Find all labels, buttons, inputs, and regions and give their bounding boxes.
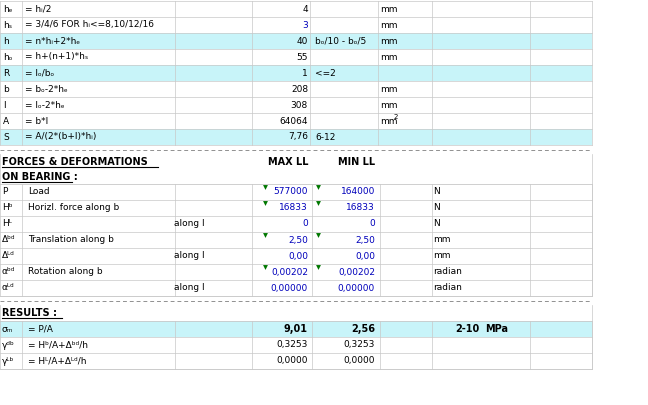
Text: Δᴸᵈ: Δᴸᵈ	[2, 252, 15, 260]
Text: l: l	[3, 100, 6, 109]
Text: = n*hᵢ+2*hₑ: = n*hᵢ+2*hₑ	[25, 36, 80, 45]
Text: = A/(2*(b+l)*hᵢ): = A/(2*(b+l)*hᵢ)	[25, 132, 97, 141]
Text: 7,76: 7,76	[288, 132, 308, 141]
Text: 16833: 16833	[346, 203, 375, 213]
Text: 9,01: 9,01	[284, 324, 308, 334]
Text: Hᴸ: Hᴸ	[2, 220, 12, 228]
Text: radian: radian	[433, 267, 462, 277]
Text: along l: along l	[174, 220, 205, 228]
Text: hₛ: hₛ	[3, 21, 12, 30]
Text: mm: mm	[433, 235, 450, 245]
Text: = h+(n+1)*hₛ: = h+(n+1)*hₛ	[25, 53, 88, 62]
Text: 0,00: 0,00	[288, 252, 308, 260]
Text: Load: Load	[28, 188, 50, 196]
Text: 308: 308	[291, 100, 308, 109]
Text: γᴸᵇ: γᴸᵇ	[2, 356, 14, 365]
Text: σₘ: σₘ	[2, 324, 14, 333]
Text: 208: 208	[291, 85, 308, 94]
Text: ON BEARING :: ON BEARING :	[2, 172, 78, 182]
Text: 55: 55	[297, 53, 308, 62]
Text: N: N	[433, 203, 440, 213]
Text: = 3/4/6 FOR hᵢ<=8,10/12/16: = 3/4/6 FOR hᵢ<=8,10/12/16	[25, 21, 154, 30]
Text: = lₒ-2*hₑ: = lₒ-2*hₑ	[25, 100, 65, 109]
Text: αᵇᵈ: αᵇᵈ	[2, 267, 16, 277]
Text: mm: mm	[380, 4, 397, 13]
Text: 40: 40	[297, 36, 308, 45]
Text: 577000: 577000	[273, 188, 308, 196]
Text: Translation along b: Translation along b	[28, 235, 114, 245]
Text: hₒ: hₒ	[3, 53, 12, 62]
Text: 2,56: 2,56	[351, 324, 375, 334]
Text: = lₒ/bₒ: = lₒ/bₒ	[25, 68, 54, 77]
Text: mm: mm	[380, 85, 397, 94]
Text: 164000: 164000	[341, 188, 375, 196]
Text: 0,00202: 0,00202	[271, 267, 308, 277]
Text: 2,50: 2,50	[355, 235, 375, 245]
Text: R: R	[3, 68, 9, 77]
Text: b: b	[3, 85, 9, 94]
Text: MAX LL: MAX LL	[268, 157, 308, 167]
Text: 0,00000: 0,00000	[338, 284, 375, 292]
Text: A: A	[3, 117, 9, 126]
Bar	[0, 321, 592, 337]
Text: Rotation along b: Rotation along b	[28, 267, 102, 277]
Text: along l: along l	[174, 252, 205, 260]
Bar	[0, 33, 592, 49]
Text: mm: mm	[433, 252, 450, 260]
Text: 0,3253: 0,3253	[277, 341, 308, 350]
Text: MPa: MPa	[485, 324, 508, 334]
Text: FORCES & DEFORMATIONS: FORCES & DEFORMATIONS	[2, 157, 148, 167]
Bar	[0, 65, 592, 81]
Text: radian: radian	[433, 284, 462, 292]
Text: P: P	[2, 188, 7, 196]
Text: = Hᵇ/A+Δᵇᵈ/h: = Hᵇ/A+Δᵇᵈ/h	[28, 341, 88, 350]
Text: = Hᴸ/A+Δᴸᵈ/h: = Hᴸ/A+Δᴸᵈ/h	[28, 356, 86, 365]
Text: αᴸᵈ: αᴸᵈ	[2, 284, 15, 292]
Text: 0: 0	[369, 220, 375, 228]
Text: N: N	[433, 188, 440, 196]
Text: mm: mm	[380, 53, 397, 62]
Text: <=2: <=2	[315, 68, 336, 77]
Text: 2: 2	[394, 114, 399, 120]
Text: 64064: 64064	[279, 117, 308, 126]
Text: 1: 1	[302, 68, 308, 77]
Text: Hᵇ: Hᵇ	[2, 203, 12, 213]
Text: mm: mm	[380, 100, 397, 109]
Text: = hᵢ/2: = hᵢ/2	[25, 4, 51, 13]
Text: 0,00202: 0,00202	[338, 267, 375, 277]
Text: along l: along l	[174, 284, 205, 292]
Text: γᵈᵇ: γᵈᵇ	[2, 341, 15, 350]
Text: 4: 4	[303, 4, 308, 13]
Text: RESULTS :: RESULTS :	[2, 308, 57, 318]
Text: 16833: 16833	[279, 203, 308, 213]
Text: S: S	[3, 132, 9, 141]
Text: mm: mm	[380, 36, 397, 45]
Bar	[0, 129, 592, 145]
Text: Horizl. force along b: Horizl. force along b	[28, 203, 119, 213]
Text: 0: 0	[302, 220, 308, 228]
Text: = bₒ-2*hₑ: = bₒ-2*hₑ	[25, 85, 68, 94]
Text: 0,00000: 0,00000	[271, 284, 308, 292]
Text: Δᵇᵈ: Δᵇᵈ	[2, 235, 16, 245]
Text: mm: mm	[380, 21, 397, 30]
Text: MIN LL: MIN LL	[338, 157, 375, 167]
Text: h: h	[3, 36, 9, 45]
Text: bₒ/10 - bₒ/5: bₒ/10 - bₒ/5	[315, 36, 366, 45]
Text: N: N	[433, 220, 440, 228]
Text: hₑ: hₑ	[3, 4, 12, 13]
Text: mm: mm	[380, 117, 397, 126]
Text: 0,3253: 0,3253	[343, 341, 375, 350]
Text: 0,00: 0,00	[355, 252, 375, 260]
Text: 6-12: 6-12	[315, 132, 336, 141]
Text: 0,0000: 0,0000	[343, 356, 375, 365]
Text: 3: 3	[302, 21, 308, 30]
Text: 2,50: 2,50	[288, 235, 308, 245]
Text: = b*l: = b*l	[25, 117, 48, 126]
Text: 0,0000: 0,0000	[277, 356, 308, 365]
Text: = P/A: = P/A	[28, 324, 53, 333]
Text: 2-10: 2-10	[456, 324, 480, 334]
